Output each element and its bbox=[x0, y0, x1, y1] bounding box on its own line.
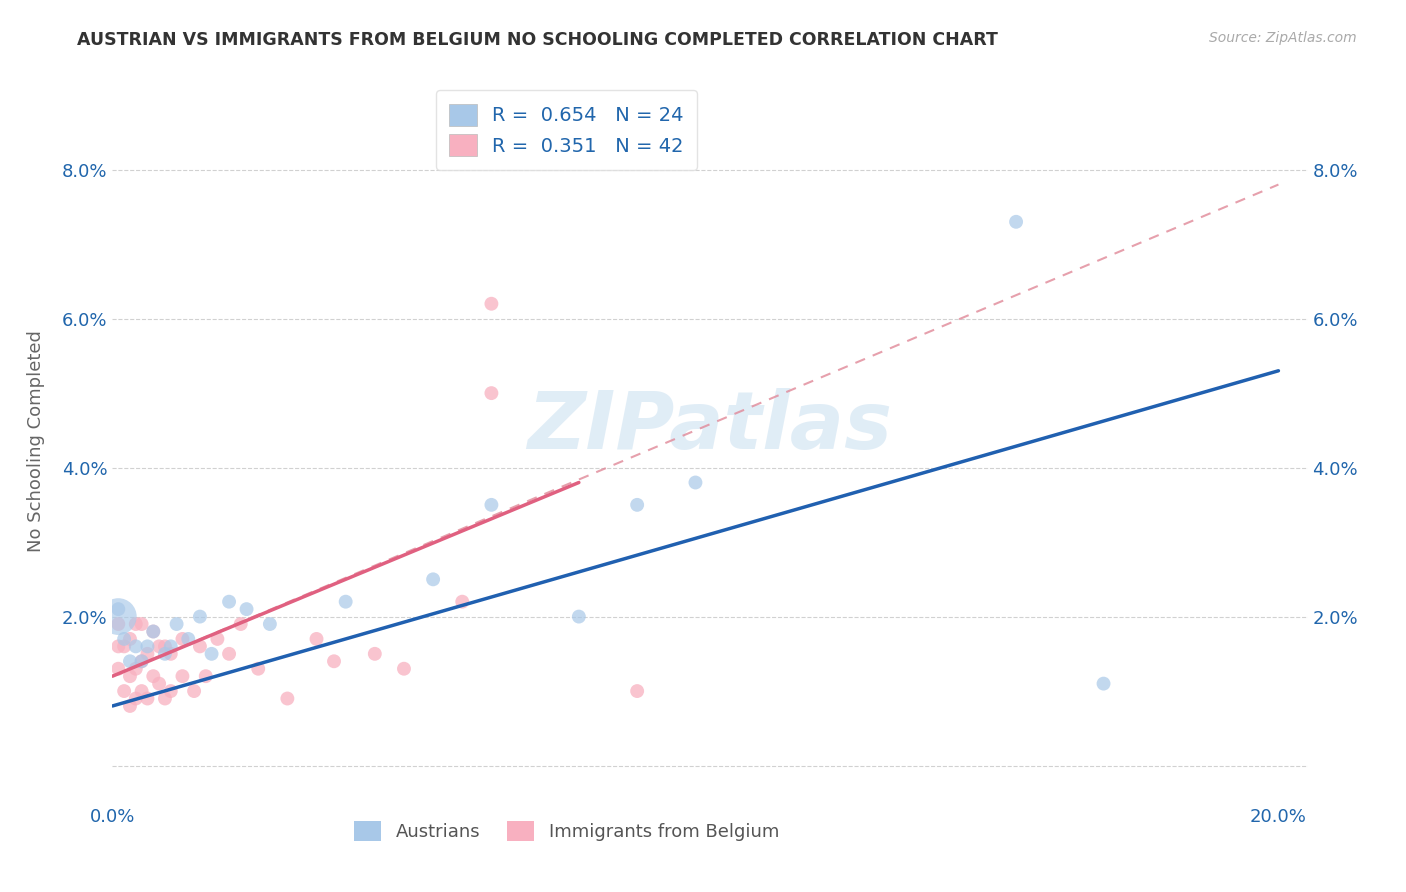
Point bbox=[159, 640, 181, 654]
Point bbox=[276, 691, 298, 706]
Point bbox=[112, 684, 135, 698]
Point bbox=[159, 647, 181, 661]
Point bbox=[335, 595, 357, 609]
Point bbox=[142, 624, 165, 639]
Point bbox=[142, 669, 165, 683]
Point bbox=[259, 617, 281, 632]
Point bbox=[166, 617, 188, 632]
Point bbox=[118, 669, 141, 683]
Point bbox=[118, 698, 141, 713]
Point bbox=[118, 654, 141, 668]
Point bbox=[148, 640, 170, 654]
Point bbox=[183, 684, 205, 698]
Point bbox=[626, 684, 648, 698]
Legend: Austrians, Immigrants from Belgium: Austrians, Immigrants from Belgium bbox=[347, 814, 786, 848]
Point bbox=[481, 386, 503, 401]
Point bbox=[125, 640, 148, 654]
Point bbox=[451, 595, 474, 609]
Point bbox=[218, 595, 240, 609]
Text: Source: ZipAtlas.com: Source: ZipAtlas.com bbox=[1209, 31, 1357, 45]
Point bbox=[159, 684, 181, 698]
Text: ZIPatlas: ZIPatlas bbox=[527, 388, 893, 467]
Point bbox=[136, 647, 159, 661]
Point bbox=[107, 609, 129, 624]
Point bbox=[323, 654, 346, 668]
Point bbox=[1005, 215, 1028, 229]
Point bbox=[153, 640, 176, 654]
Point bbox=[247, 662, 270, 676]
Point bbox=[142, 624, 165, 639]
Point bbox=[194, 669, 217, 683]
Point bbox=[188, 609, 211, 624]
Point bbox=[392, 662, 415, 676]
Point bbox=[131, 654, 153, 668]
Point bbox=[177, 632, 200, 646]
Point bbox=[364, 647, 387, 661]
Point bbox=[107, 662, 129, 676]
Point bbox=[172, 632, 194, 646]
Point bbox=[136, 691, 159, 706]
Point bbox=[136, 640, 159, 654]
Point bbox=[125, 691, 148, 706]
Point bbox=[1092, 676, 1115, 690]
Point bbox=[172, 669, 194, 683]
Point bbox=[568, 609, 591, 624]
Point bbox=[131, 654, 153, 668]
Point bbox=[107, 617, 129, 632]
Point bbox=[118, 632, 141, 646]
Point bbox=[218, 647, 240, 661]
Point bbox=[125, 662, 148, 676]
Point bbox=[131, 617, 153, 632]
Y-axis label: No Schooling Completed: No Schooling Completed bbox=[27, 331, 45, 552]
Point bbox=[107, 640, 129, 654]
Point bbox=[229, 617, 252, 632]
Point bbox=[685, 475, 707, 490]
Point bbox=[148, 676, 170, 690]
Point bbox=[481, 498, 503, 512]
Point bbox=[235, 602, 257, 616]
Point bbox=[153, 647, 176, 661]
Point bbox=[422, 572, 444, 586]
Point bbox=[207, 632, 229, 646]
Point bbox=[112, 640, 135, 654]
Point bbox=[188, 640, 211, 654]
Point bbox=[481, 297, 503, 311]
Point bbox=[200, 647, 222, 661]
Text: AUSTRIAN VS IMMIGRANTS FROM BELGIUM NO SCHOOLING COMPLETED CORRELATION CHART: AUSTRIAN VS IMMIGRANTS FROM BELGIUM NO S… bbox=[77, 31, 998, 49]
Point bbox=[131, 684, 153, 698]
Point bbox=[305, 632, 328, 646]
Point bbox=[153, 691, 176, 706]
Point bbox=[125, 617, 148, 632]
Point bbox=[112, 632, 135, 646]
Point bbox=[626, 498, 648, 512]
Point bbox=[107, 602, 129, 616]
